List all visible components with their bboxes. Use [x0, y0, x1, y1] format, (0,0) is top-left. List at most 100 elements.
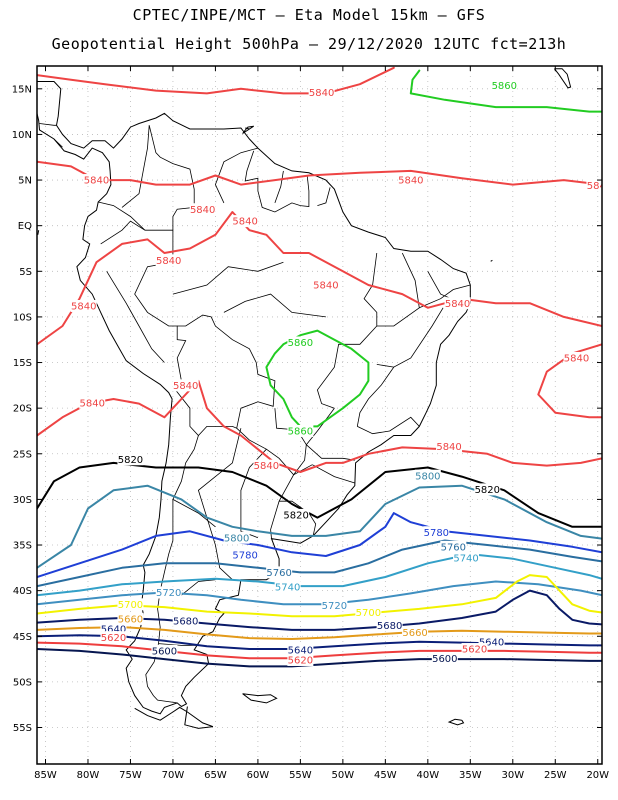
- political-border: [121, 125, 150, 208]
- contour-5700: [37, 574, 602, 618]
- contour-5620: [37, 641, 602, 660]
- lat-tick-label: 40S: [13, 586, 32, 597]
- contour-5740: [37, 553, 602, 597]
- political-border: [419, 284, 471, 309]
- political-border: [316, 252, 378, 409]
- contour-label-mask: [308, 86, 335, 99]
- contour-label-mask: [232, 215, 259, 228]
- coastline: [37, 81, 471, 715]
- contour-labels: 5860 5840 5840 5840 5840 5840 5840 5840 5840 5840…: [70, 79, 602, 667]
- contour-label-mask: [440, 540, 467, 553]
- political-border: [356, 366, 395, 427]
- contour-label-mask: [461, 643, 488, 656]
- political-border: [244, 150, 310, 213]
- contour-label-5640: 5640: [101, 625, 126, 636]
- contour-label-mask: [83, 174, 110, 187]
- contour-5800: [37, 484, 602, 569]
- contour-5660: [37, 626, 602, 640]
- contour-label-5800: 5800: [224, 533, 249, 544]
- map-title-line-1: CPTEC/INPE/MCT – Eta Model 15km – GFS: [132, 6, 486, 24]
- contour-label-mask: [70, 299, 97, 312]
- contour-label-mask: [423, 526, 450, 539]
- contour-label-5760: 5760: [266, 568, 291, 579]
- contour-label-mask: [117, 598, 144, 611]
- contour-label-mask: [232, 549, 259, 562]
- lon-tick-label: 70W: [162, 770, 185, 781]
- contour-5840: [37, 160, 602, 186]
- contour-label-5820: 5820: [475, 485, 500, 496]
- lat-tick-label: 55S: [13, 723, 32, 734]
- lon-tick-label: 65W: [204, 770, 227, 781]
- map-title-line-2: Geopotential Height 500hPa – 29/12/2020 …: [51, 35, 567, 53]
- lat-tick-label: 30S: [13, 495, 32, 506]
- contour-label-5760: 5760: [441, 542, 466, 553]
- contour-label-mask: [100, 631, 127, 644]
- island-outline: [554, 68, 572, 89]
- contour-label-5840: 5840: [71, 302, 96, 313]
- contour-label-mask: [117, 612, 144, 625]
- political-border: [148, 125, 195, 231]
- contour-label-5640: 5640: [288, 646, 313, 657]
- contour-label-5660: 5660: [402, 628, 427, 639]
- lat-tick-label: 50S: [13, 677, 32, 688]
- contour-label-mask: [266, 566, 293, 579]
- contour-label-5840: 5840: [254, 461, 279, 472]
- contour-label-5840: 5840: [313, 281, 338, 292]
- contour-label-5720: 5720: [156, 588, 181, 599]
- lon-tick-label: 55W: [289, 770, 312, 781]
- political-border: [312, 464, 355, 484]
- contour-label-5840: 5840: [398, 176, 423, 187]
- contour-label-5600: 5600: [432, 654, 457, 665]
- contour-label-mask: [172, 379, 199, 392]
- lat-tick-label: 10S: [13, 312, 32, 323]
- contour-label-mask: [172, 614, 199, 627]
- political-border: [236, 408, 307, 476]
- contour-label-5660: 5660: [118, 615, 143, 626]
- contour-label-mask: [287, 653, 314, 666]
- contour-5640: [37, 634, 602, 650]
- lat-tick-label: 25S: [13, 449, 32, 460]
- lat-tick-label: 20S: [13, 404, 32, 415]
- island-outline: [242, 693, 278, 704]
- political-border: [39, 123, 57, 126]
- contour-label-mask: [474, 483, 501, 496]
- political-border: [98, 201, 146, 231]
- contour-label-mask: [155, 586, 182, 599]
- graticule: [37, 66, 602, 764]
- coastline: [37, 230, 40, 235]
- contour-label-mask: [274, 580, 301, 593]
- lat-tick-label: 5N: [18, 176, 32, 187]
- contour-label-5840: 5840: [445, 299, 470, 310]
- contour-label-mask: [79, 396, 106, 409]
- lon-tick-label: 75W: [119, 770, 142, 781]
- island-outline: [490, 259, 493, 262]
- contour-label-mask: [414, 469, 441, 482]
- contour-label-5740: 5740: [453, 553, 478, 564]
- contour-label-5740: 5740: [275, 583, 300, 594]
- lat-tick-label: 15N: [12, 84, 32, 95]
- contour-label-mask: [151, 644, 178, 657]
- contour-label-mask: [397, 174, 424, 187]
- contour-label-5840: 5840: [190, 205, 215, 216]
- lon-tick-label: 35W: [459, 770, 482, 781]
- contour-label-mask: [155, 254, 182, 267]
- contour-label-mask: [444, 297, 471, 310]
- contour-label-5860: 5860: [288, 338, 313, 349]
- contour-5840: [37, 66, 395, 95]
- contour-label-5860: 5860: [492, 81, 517, 92]
- political-border: [305, 407, 335, 445]
- contour-5820: [37, 461, 602, 528]
- contour-label-mask: [283, 508, 310, 521]
- lon-tick-label: 20W: [586, 770, 609, 781]
- contour-label-mask: [402, 626, 429, 639]
- lon-tick-label: 80W: [77, 770, 100, 781]
- contour-label-mask: [431, 652, 458, 665]
- contour-label-5720: 5720: [322, 601, 347, 612]
- contour-label-5780: 5780: [424, 528, 449, 539]
- contour-label-mask: [189, 203, 216, 216]
- island-outline: [242, 125, 254, 134]
- contour-label-mask: [491, 79, 518, 92]
- lon-tick-label: 30W: [501, 770, 524, 781]
- lat-tick-label: 10N: [12, 130, 32, 141]
- political-border: [172, 261, 284, 295]
